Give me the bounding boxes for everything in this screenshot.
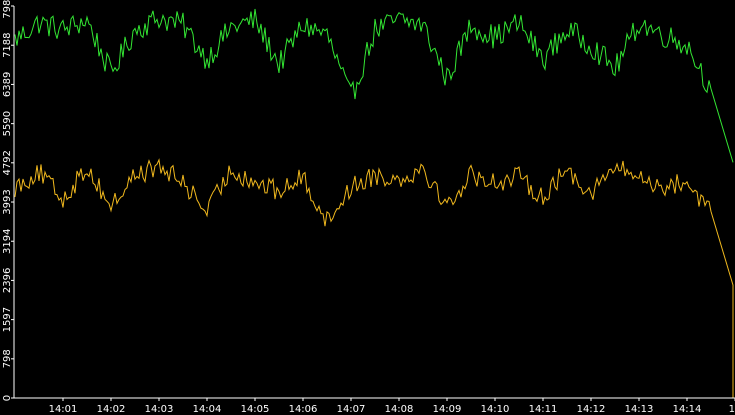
x-tick-label: 14:05 <box>241 404 270 415</box>
y-tick-label: 3993 <box>2 189 13 214</box>
y-tick-label: 5590 <box>2 111 13 136</box>
y-tick-label: 1597 <box>2 307 13 332</box>
x-tick-label: 14:04 <box>193 404 222 415</box>
x-tick-label: 14:12 <box>577 404 606 415</box>
y-tick-label: 7188 <box>2 32 13 57</box>
x-tick-label: 14:08 <box>385 404 414 415</box>
y-tick-label: 0 <box>2 395 13 401</box>
series-line-1 <box>14 8 734 163</box>
x-tick-label: 14:11 <box>529 404 558 415</box>
x-tick-label: 14:07 <box>337 404 366 415</box>
x-tick-label: 14:02 <box>97 404 126 415</box>
x-tick-label: 14 <box>729 404 735 415</box>
x-tick-label: 14:03 <box>145 404 174 415</box>
y-axis: 0 798 1597 2396 3194 3993 4792 5590 6389 7188 7987 <box>2 0 15 401</box>
y-tick-label: 3194 <box>2 229 13 254</box>
y-tick-label: 4792 <box>2 150 13 175</box>
x-tick-label: 14:09 <box>433 404 462 415</box>
plot-area <box>14 8 734 398</box>
x-tick-label: 14:01 <box>49 404 78 415</box>
x-axis: 14:01 14:02 14:03 14:04 14:05 14:06 14:07 14:08… <box>14 397 735 415</box>
y-tick-label: 798 <box>2 349 13 368</box>
y-tick-label: 7987 <box>2 0 13 19</box>
x-tick-label: 14:06 <box>289 404 318 415</box>
x-tick-label: 14:10 <box>481 404 510 415</box>
y-tick-label: 6389 <box>2 72 13 97</box>
x-tick-label: 14:13 <box>625 404 654 415</box>
x-tick-label: 14:14 <box>673 404 702 415</box>
series-line-2 <box>14 158 734 398</box>
y-tick-label: 2396 <box>2 268 13 293</box>
